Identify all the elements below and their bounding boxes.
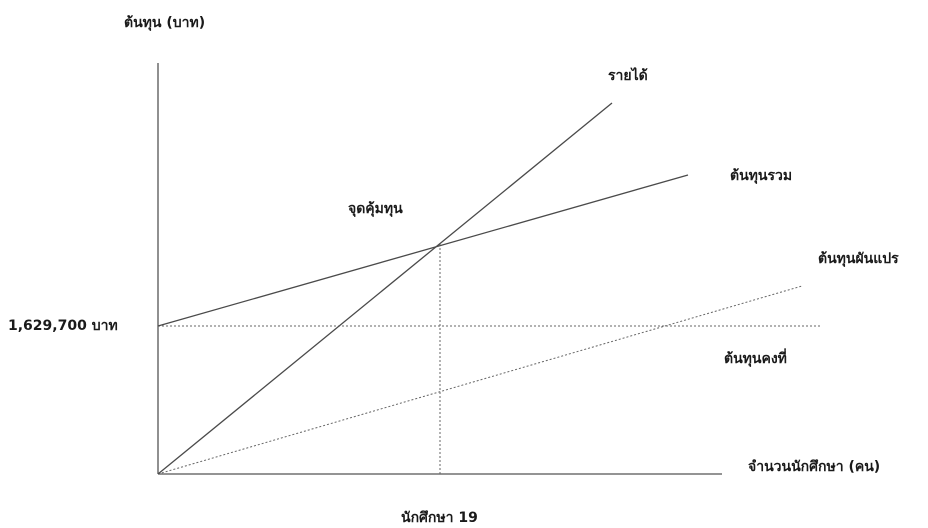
fixed-cost-label: ต้นทุนคงที่ — [724, 348, 787, 367]
variable-cost-line — [157, 285, 803, 475]
revenue-line — [157, 102, 613, 475]
total-cost-line — [157, 174, 689, 327]
x-axis-label: จำนวนนักศึกษา (คน) — [748, 458, 880, 475]
break-even-x-label: นักศึกษา 19 — [401, 509, 478, 526]
break-even-label: จุดคุ้มทุน — [348, 201, 403, 217]
revenue-label: รายได้ — [608, 66, 648, 84]
total-cost-label: ต้นทุนรวม — [730, 168, 792, 184]
y-axis-label: ต้นทุน (บาท) — [124, 15, 205, 31]
variable-cost-label: ต้นทุนผันแปร — [818, 251, 899, 267]
fixed-cost-value-label: 1,629,700 บาท — [8, 318, 118, 334]
